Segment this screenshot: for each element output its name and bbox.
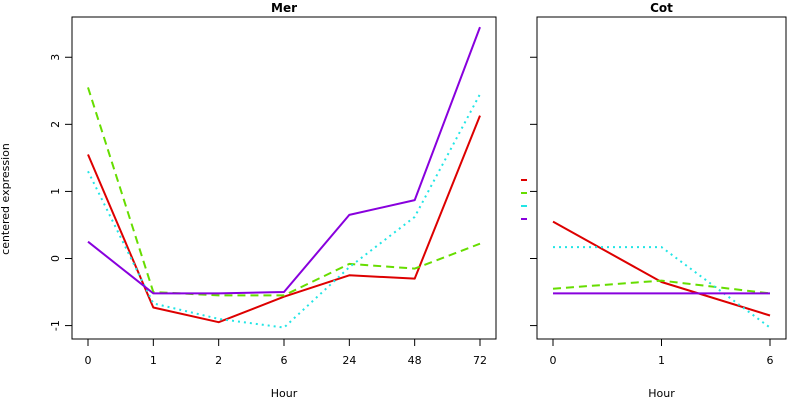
y-tick-label: 3 bbox=[49, 54, 62, 61]
y-axis-label: centered expression bbox=[0, 143, 12, 255]
x-tick-label: 48 bbox=[408, 354, 422, 367]
x-tick-label: 24 bbox=[342, 354, 356, 367]
y-tick-label: 0 bbox=[49, 255, 62, 262]
y-tick-label: 2 bbox=[49, 121, 62, 128]
series-line-red bbox=[552, 220, 771, 317]
x-tick-label: 0 bbox=[85, 354, 92, 367]
x-tick-label: 72 bbox=[473, 354, 487, 367]
y-tick-label: -1 bbox=[49, 320, 62, 331]
series-line-red bbox=[87, 115, 481, 324]
y-tick-label: 1 bbox=[49, 188, 62, 195]
panel-mer: Mer -1 0 1 2 3 0 1 2 6 24 48 72 Hour bbox=[49, 1, 497, 400]
panel-title: Mer bbox=[271, 1, 297, 15]
x-tick-label: 6 bbox=[281, 354, 288, 367]
series-line-purple bbox=[87, 26, 481, 295]
series-line-green bbox=[87, 87, 481, 297]
series-line-cyan bbox=[553, 246, 771, 329]
x-tick-label: 1 bbox=[150, 354, 157, 367]
x-tick-label: 1 bbox=[658, 354, 665, 367]
panel-title: Cot bbox=[650, 1, 673, 15]
x-axis-label: Hour bbox=[271, 387, 298, 400]
panel-cot: Cot 0 1 6 Hour bbox=[530, 1, 787, 400]
x-axis-label: Hour bbox=[648, 387, 675, 400]
x-tick-label: 6 bbox=[767, 354, 774, 367]
legend bbox=[521, 179, 527, 220]
series-line-green bbox=[552, 279, 771, 295]
x-tick-label: 0 bbox=[550, 354, 557, 367]
x-tick-label: 2 bbox=[215, 354, 222, 367]
series-line-cyan bbox=[87, 93, 481, 329]
